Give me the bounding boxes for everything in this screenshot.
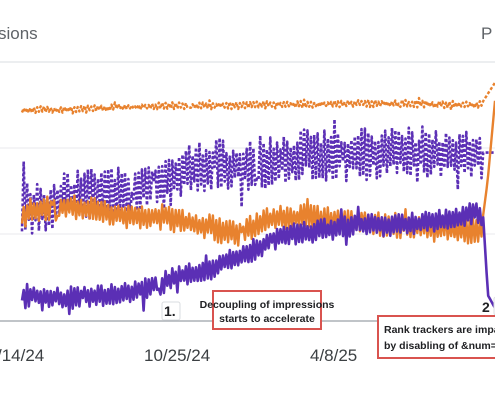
right-axis-title: P [481, 24, 492, 43]
annotation-line: Decoupling of impressions [200, 299, 335, 311]
annotation-box [212, 290, 322, 330]
annotation-line: by disabling of &num=10 [384, 340, 495, 352]
series-line [20, 118, 495, 235]
annotation-line: starts to accelerate [219, 313, 315, 325]
annotation-box [377, 315, 495, 359]
x-tick-labels: /14/24 10/25/24 4/8/25 [0, 346, 357, 365]
x-tick-label: 10/25/24 [144, 346, 210, 365]
series-line [20, 82, 495, 115]
x-tick-label: 4/8/25 [310, 346, 357, 365]
series-layer [20, 82, 495, 316]
annotation-1: 1. Decoupling of impressions starts to a… [161, 290, 335, 330]
annotation-number: 1. [164, 303, 176, 319]
x-tick-label: /14/24 [0, 346, 44, 365]
annotation-badge [161, 301, 181, 321]
series-line [20, 202, 495, 316]
annotation-line: Rank trackers are impact [384, 324, 495, 336]
annotation-2: 2 Rank trackers are impact by disabling … [377, 296, 495, 359]
left-axis-title: sions [0, 24, 38, 43]
annotation-number: 2 [482, 299, 490, 315]
